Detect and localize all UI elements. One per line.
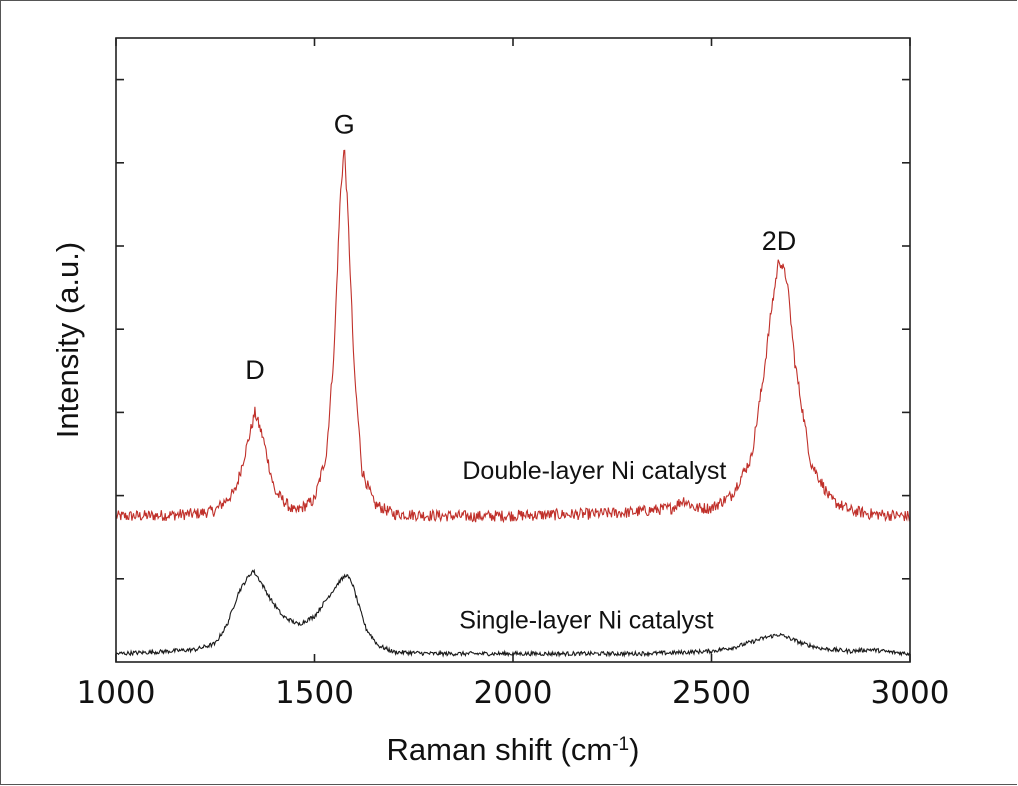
series-label: Single-layer Ni catalyst (459, 607, 713, 635)
y-axis-title: Intensity (a.u.) (50, 242, 85, 438)
peak-label: 2D (762, 226, 797, 256)
annotations: D G 2D Double-layer Ni catalyst Single-layer… (245, 110, 796, 635)
x-tick-label: 1000 (77, 675, 156, 711)
peak-label: G (334, 110, 355, 140)
series-line-single-layer (115, 568, 911, 658)
x-axis-title-main: Raman shift (cm (387, 732, 613, 767)
x-tick-label: 3000 (871, 675, 950, 711)
axes-box (115, 37, 911, 663)
x-tick-labels: 1000 1500 2000 2500 3000 (77, 675, 950, 711)
series-label: Double-layer Ni catalyst (462, 457, 726, 485)
axis-ticks (115, 38, 911, 662)
plot-area (115, 149, 911, 658)
x-axis-title: Raman shift (cm-1) (387, 732, 640, 767)
x-tick-label: 2000 (474, 675, 553, 711)
x-axis-title-superscript: -1 (612, 734, 629, 755)
x-tick-label: 2500 (672, 675, 751, 711)
x-tick-label: 1500 (275, 675, 354, 711)
x-axis-title-close: ) (629, 732, 639, 767)
peak-label: D (245, 355, 265, 385)
series-line-double-layer (115, 149, 911, 524)
